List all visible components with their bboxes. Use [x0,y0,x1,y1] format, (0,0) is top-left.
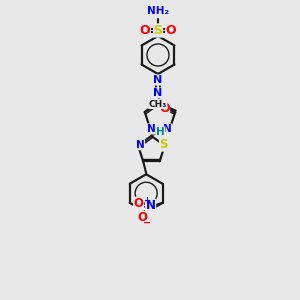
Text: N: N [146,199,156,212]
Text: H: H [159,8,169,19]
Text: S: S [160,138,168,151]
Text: O: O [138,211,148,224]
Text: H: H [152,8,160,19]
Text: NH₂: NH₂ [147,5,169,16]
Text: N: N [155,5,165,16]
Text: O: O [159,102,169,115]
Text: O: O [140,24,150,37]
Text: N: N [153,75,163,85]
Text: S: S [154,24,163,37]
Text: H: H [156,127,165,137]
Text: N: N [153,88,163,98]
Text: CH₃: CH₃ [149,100,167,109]
Text: N: N [136,140,145,150]
Text: +: + [143,196,150,205]
Text: O: O [134,197,144,210]
Text: N: N [163,124,172,134]
Text: O: O [166,24,176,37]
Text: −: − [142,218,151,228]
Text: N: N [147,124,156,134]
